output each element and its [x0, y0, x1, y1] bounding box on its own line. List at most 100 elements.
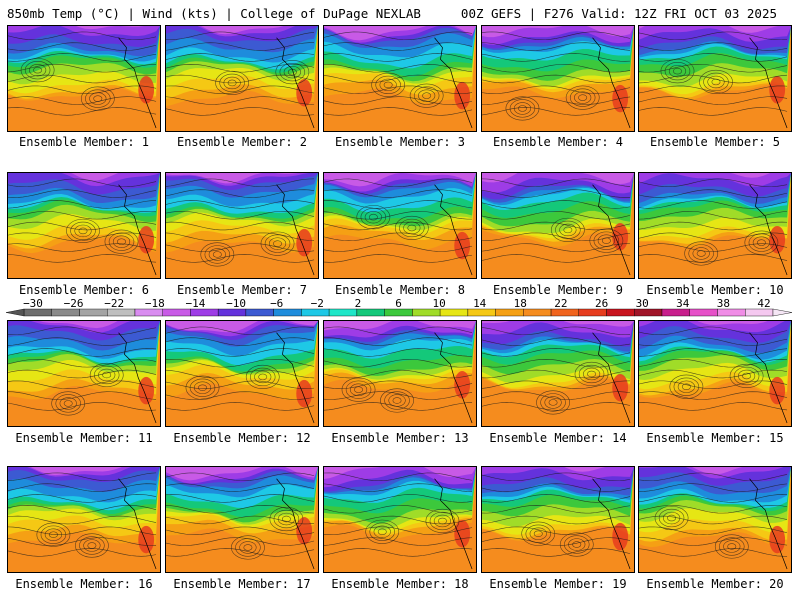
ensemble-map-panel — [7, 25, 161, 132]
temperature-field-map — [324, 467, 476, 572]
colorbar-tick-label: 14 — [473, 297, 487, 310]
colorbar-swatch — [134, 308, 163, 317]
temperature-field-map — [8, 173, 160, 278]
ensemble-member-label: Ensemble Member: 3 — [334, 135, 466, 149]
ensemble-map-panel — [638, 172, 792, 279]
colorbar-tick-label: 26 — [594, 297, 609, 310]
temperature-field-map — [8, 321, 160, 426]
colorbar-tick-label: −30 — [23, 297, 43, 310]
ensemble-member-label: Ensemble Member: 8 — [334, 283, 466, 297]
ensemble-map-panel — [7, 172, 161, 279]
temperature-field-map — [166, 173, 318, 278]
ensemble-map-panel — [481, 466, 635, 573]
temperature-field-map — [482, 26, 634, 131]
colorbar-tick-label: 22 — [554, 297, 568, 310]
colorbar-swatch — [23, 308, 52, 317]
colorbar-swatch — [328, 308, 358, 317]
colorbar-swatch — [412, 308, 441, 317]
colorbar-swatch — [106, 308, 136, 317]
colorbar-tick-label: −22 — [104, 297, 125, 310]
colorbar-swatch — [606, 308, 635, 317]
colorbar-tick-label: −6 — [270, 297, 284, 310]
colorbar-swatch — [245, 308, 274, 317]
temperature-field-map — [639, 467, 791, 572]
colorbar-swatch — [356, 308, 385, 317]
colorbar-swatch — [273, 308, 302, 317]
colorbar-swatch — [495, 308, 524, 317]
colorbar-left-arrow — [5, 308, 25, 317]
temperature-field-map — [166, 321, 318, 426]
colorbar-tick-label: −18 — [144, 297, 165, 310]
ensemble-member-label: Ensemble Member: 4 — [492, 135, 624, 149]
colorbar-swatch — [661, 308, 690, 317]
ensemble-map-panel — [638, 25, 792, 132]
colorbar-tick-label: −26 — [63, 297, 84, 310]
colorbar-swatch — [467, 308, 496, 317]
ensemble-map-panel — [638, 320, 792, 427]
ensemble-member-label: Ensemble Member: 10 — [646, 283, 784, 297]
ensemble-map-panel — [7, 466, 161, 573]
temperature-field-map — [324, 321, 476, 426]
ensemble-map-panel — [481, 172, 635, 279]
temperature-field-map — [482, 173, 634, 278]
ensemble-member-label: Ensemble Member: 16 — [15, 577, 153, 591]
colorbar-tick-label: 30 — [635, 297, 649, 310]
ensemble-member-label: Ensemble Member: 2 — [176, 135, 308, 149]
colorbar-swatch — [217, 308, 247, 317]
colorbar-tick-label: −10 — [226, 297, 247, 310]
ensemble-map-panel — [323, 25, 477, 132]
ensemble-member-label: Ensemble Member: 18 — [331, 577, 469, 591]
colorbar-swatch — [301, 308, 330, 317]
temperature-field-map — [482, 467, 634, 572]
temperature-field-map — [8, 26, 160, 131]
colorbar-tick-label: 2 — [354, 297, 362, 310]
ensemble-map-panel — [323, 320, 477, 427]
ensemble-member-label: Ensemble Member: 15 — [646, 431, 784, 445]
header-left-title: 850mb Temp (°C) | Wind (kts) | College o… — [7, 6, 421, 21]
colorbar-swatch — [717, 308, 746, 317]
colorbar-tick-label: 38 — [716, 297, 731, 310]
ensemble-map-panel — [323, 172, 477, 279]
temperature-field-map — [324, 173, 476, 278]
colorbar-swatch — [634, 308, 663, 317]
colorbar-swatch — [79, 308, 108, 317]
colorbar-swatch — [439, 308, 469, 317]
colorbar-swatch — [745, 308, 774, 317]
colorbar-swatch — [550, 308, 579, 317]
colorbar-swatch — [384, 308, 413, 317]
ensemble-member-label: Ensemble Member: 19 — [489, 577, 627, 591]
ensemble-map-panel — [165, 466, 319, 573]
colorbar-swatch — [190, 308, 219, 317]
colorbar-swatch — [523, 308, 552, 317]
colorbar-tick-label: −14 — [185, 297, 206, 310]
temperature-field-map — [166, 467, 318, 572]
colorbar-tick-label: 42 — [757, 297, 771, 310]
colorbar-right-arrow — [772, 308, 793, 317]
ensemble-map-panel — [481, 25, 635, 132]
temperature-field-map — [639, 26, 791, 131]
ensemble-member-label: Ensemble Member: 1 — [18, 135, 150, 149]
header-right-title: 00Z GEFS | F276 Valid: 12Z FRI OCT 03 20… — [460, 6, 777, 21]
ensemble-member-label: Ensemble Member: 7 — [176, 283, 308, 297]
ensemble-map-panel — [481, 320, 635, 427]
ensemble-map-panel — [165, 25, 319, 132]
ensemble-member-label: Ensemble Member: 11 — [15, 431, 153, 445]
temperature-field-map — [166, 26, 318, 131]
ensemble-member-label: Ensemble Member: 14 — [489, 431, 627, 445]
ensemble-map-panel — [638, 466, 792, 573]
colorbar-swatch — [578, 308, 607, 317]
colorbar-tick-label: 18 — [513, 297, 527, 310]
ensemble-member-label: Ensemble Member: 9 — [492, 283, 624, 297]
ensemble-member-label: Ensemble Member: 17 — [173, 577, 311, 591]
temperature-field-map — [482, 321, 634, 426]
temperature-field-map — [639, 321, 791, 426]
ensemble-member-label: Ensemble Member: 20 — [646, 577, 784, 591]
temperature-field-map — [324, 26, 476, 131]
ensemble-map-panel — [165, 172, 319, 279]
colorbar-tick-label: −2 — [310, 297, 324, 310]
temperature-field-map — [8, 467, 160, 572]
ensemble-member-label: Ensemble Member: 6 — [18, 283, 150, 297]
ensemble-map-panel — [7, 320, 161, 427]
colorbar-tick-label: 10 — [432, 297, 446, 310]
colorbar-tick-label: 34 — [676, 297, 690, 310]
